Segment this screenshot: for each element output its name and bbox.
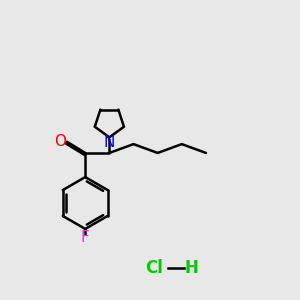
Text: F: F [81, 230, 90, 245]
Text: N: N [104, 135, 115, 150]
Text: O: O [55, 134, 67, 149]
Text: Cl: Cl [146, 259, 164, 277]
Text: H: H [184, 259, 198, 277]
